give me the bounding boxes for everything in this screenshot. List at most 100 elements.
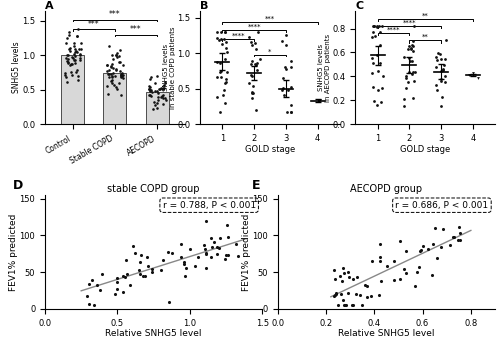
Point [72,33,80,39]
Point [416,247,424,252]
Point [152,80,160,86]
Point [446,242,454,247]
Point [287,109,295,114]
Point [76,51,84,57]
Point [378,23,386,29]
Point [213,36,221,41]
Point [352,291,360,297]
Point [207,254,215,260]
Point [64,47,72,52]
Point [407,45,415,51]
Point [88,277,96,282]
Point [344,291,352,296]
Point [154,97,162,102]
Point [156,267,164,273]
Text: r = 0.686, P < 0.001: r = 0.686, P < 0.001 [396,201,488,210]
Point [282,66,290,72]
Point [66,48,74,53]
Point [64,59,72,64]
Point [155,86,163,92]
X-axis label: GOLD stage: GOLD stage [245,145,295,153]
Point [186,246,194,252]
Point [70,40,78,46]
Point [281,65,289,70]
Point [152,88,160,94]
Point [367,293,375,299]
Point [433,256,441,261]
Point [214,74,222,80]
Point [350,303,358,308]
Point [377,99,385,105]
Point [154,90,162,95]
Point [340,303,348,308]
Point [252,47,260,52]
Point [146,86,154,91]
Point [113,87,121,92]
Point [336,273,344,278]
Point [162,97,170,102]
Point [456,230,464,236]
Point [105,67,113,73]
Point [96,287,104,293]
Point [220,36,228,41]
Point [344,269,352,275]
Point [72,33,80,38]
Point [108,73,116,79]
Point [436,76,444,82]
Point [108,61,116,67]
Point [110,291,118,297]
Point [64,53,72,58]
X-axis label: Relative SNHG5 level: Relative SNHG5 level [338,329,434,338]
Point [135,267,143,273]
Point [438,94,446,100]
Y-axis label: SNHG5 levels
in AECOPD patients: SNHG5 levels in AECOPD patients [318,33,331,101]
Point [104,84,112,89]
Point [431,225,439,230]
Point [160,86,168,91]
Point [332,291,340,296]
Point [400,266,407,271]
Point [92,282,100,288]
Point [356,292,364,298]
Point [441,73,449,79]
Point [454,238,462,243]
Point [379,73,387,78]
Point [64,60,72,66]
Point [180,261,188,267]
Point [66,32,74,38]
Point [224,252,232,258]
Point [150,102,158,108]
Y-axis label: FEV1% predicted: FEV1% predicted [242,213,251,291]
Point [84,281,92,286]
Point [216,60,224,66]
Point [251,40,259,45]
Point [116,92,124,98]
Point [278,38,286,44]
Point [214,37,222,43]
Point [75,46,83,52]
Point [283,109,291,114]
Point [376,42,384,48]
Point [408,58,416,64]
Text: **: ** [422,34,428,40]
Point [246,34,254,39]
Point [375,23,383,29]
Point [112,286,120,292]
Point [248,42,256,48]
Point [424,246,432,252]
Point [400,104,408,109]
Point [404,46,412,52]
Point [105,71,113,76]
Point [376,241,384,246]
Point [287,65,295,70]
Point [404,79,411,85]
Point [368,55,376,61]
Point [71,60,79,66]
Point [402,85,410,91]
Point [220,87,228,93]
Point [108,71,116,77]
Point [159,87,167,92]
Point [116,69,124,74]
Point [132,251,140,256]
Point [72,53,80,59]
